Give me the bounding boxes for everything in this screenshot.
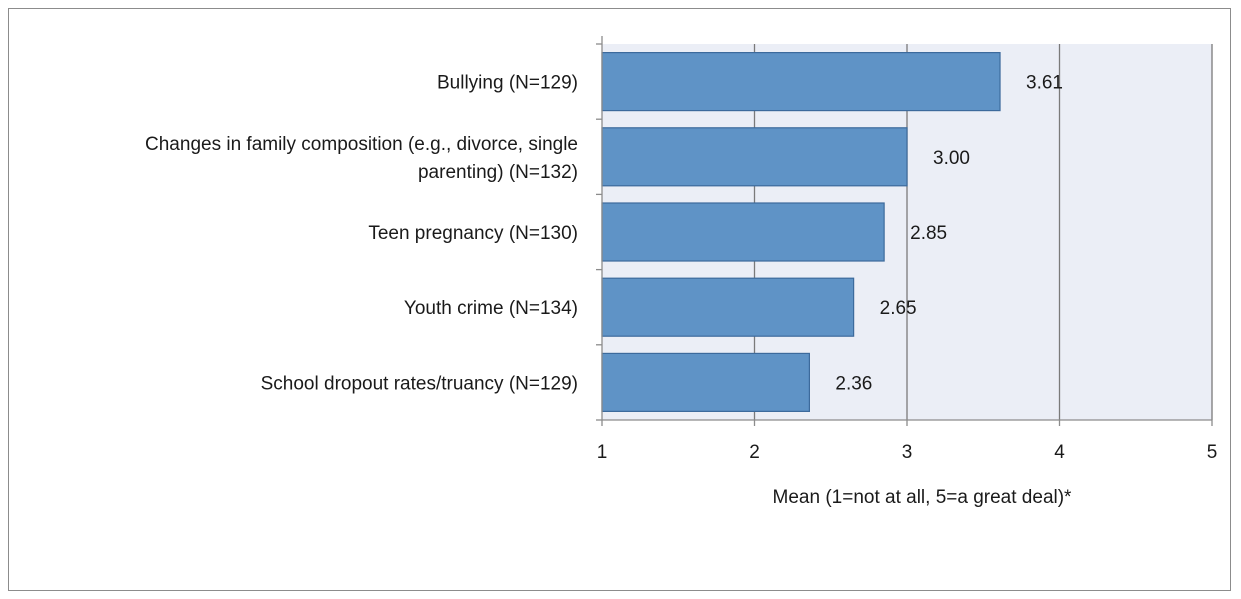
data-label: 3.00 [933, 148, 970, 169]
x-axis-title: Mean (1=not at all, 5=a great deal)* [773, 487, 1073, 508]
bar [601, 202, 885, 262]
bar [601, 51, 1001, 112]
data-label: 2.65 [880, 298, 917, 319]
category-label: Changes in family composition (e.g., div… [145, 134, 578, 183]
data-label: 3.61 [1026, 73, 1063, 94]
axes [596, 36, 1213, 426]
data-label: 2.85 [910, 223, 947, 244]
bar [601, 352, 810, 412]
data-label: 2.36 [835, 373, 872, 394]
category-label: Teen pregnancy (N=130) [368, 223, 578, 244]
x-tick-label: 4 [1054, 442, 1065, 463]
bar [601, 277, 855, 337]
category-label: School dropout rates/truancy (N=129) [261, 373, 578, 394]
x-tick-label: 1 [597, 442, 608, 463]
x-tick-label: 3 [902, 442, 913, 463]
category-label: Bullying (N=129) [437, 73, 578, 94]
labels: 3.61 Bullying (N=129) 3.00 Changes in famil… [145, 73, 1217, 463]
x-tick-label: 5 [1207, 442, 1218, 463]
bar [601, 127, 908, 187]
bars [601, 51, 1001, 412]
category-label: Youth crime (N=134) [404, 298, 578, 319]
bar-chart: 3.61 Bullying (N=129) 3.00 Changes in famil… [145, 36, 1217, 508]
x-tick-label: 2 [749, 442, 760, 463]
chart-frame: 3.61 Bullying (N=129) 3.00 Changes in famil… [8, 8, 1231, 591]
